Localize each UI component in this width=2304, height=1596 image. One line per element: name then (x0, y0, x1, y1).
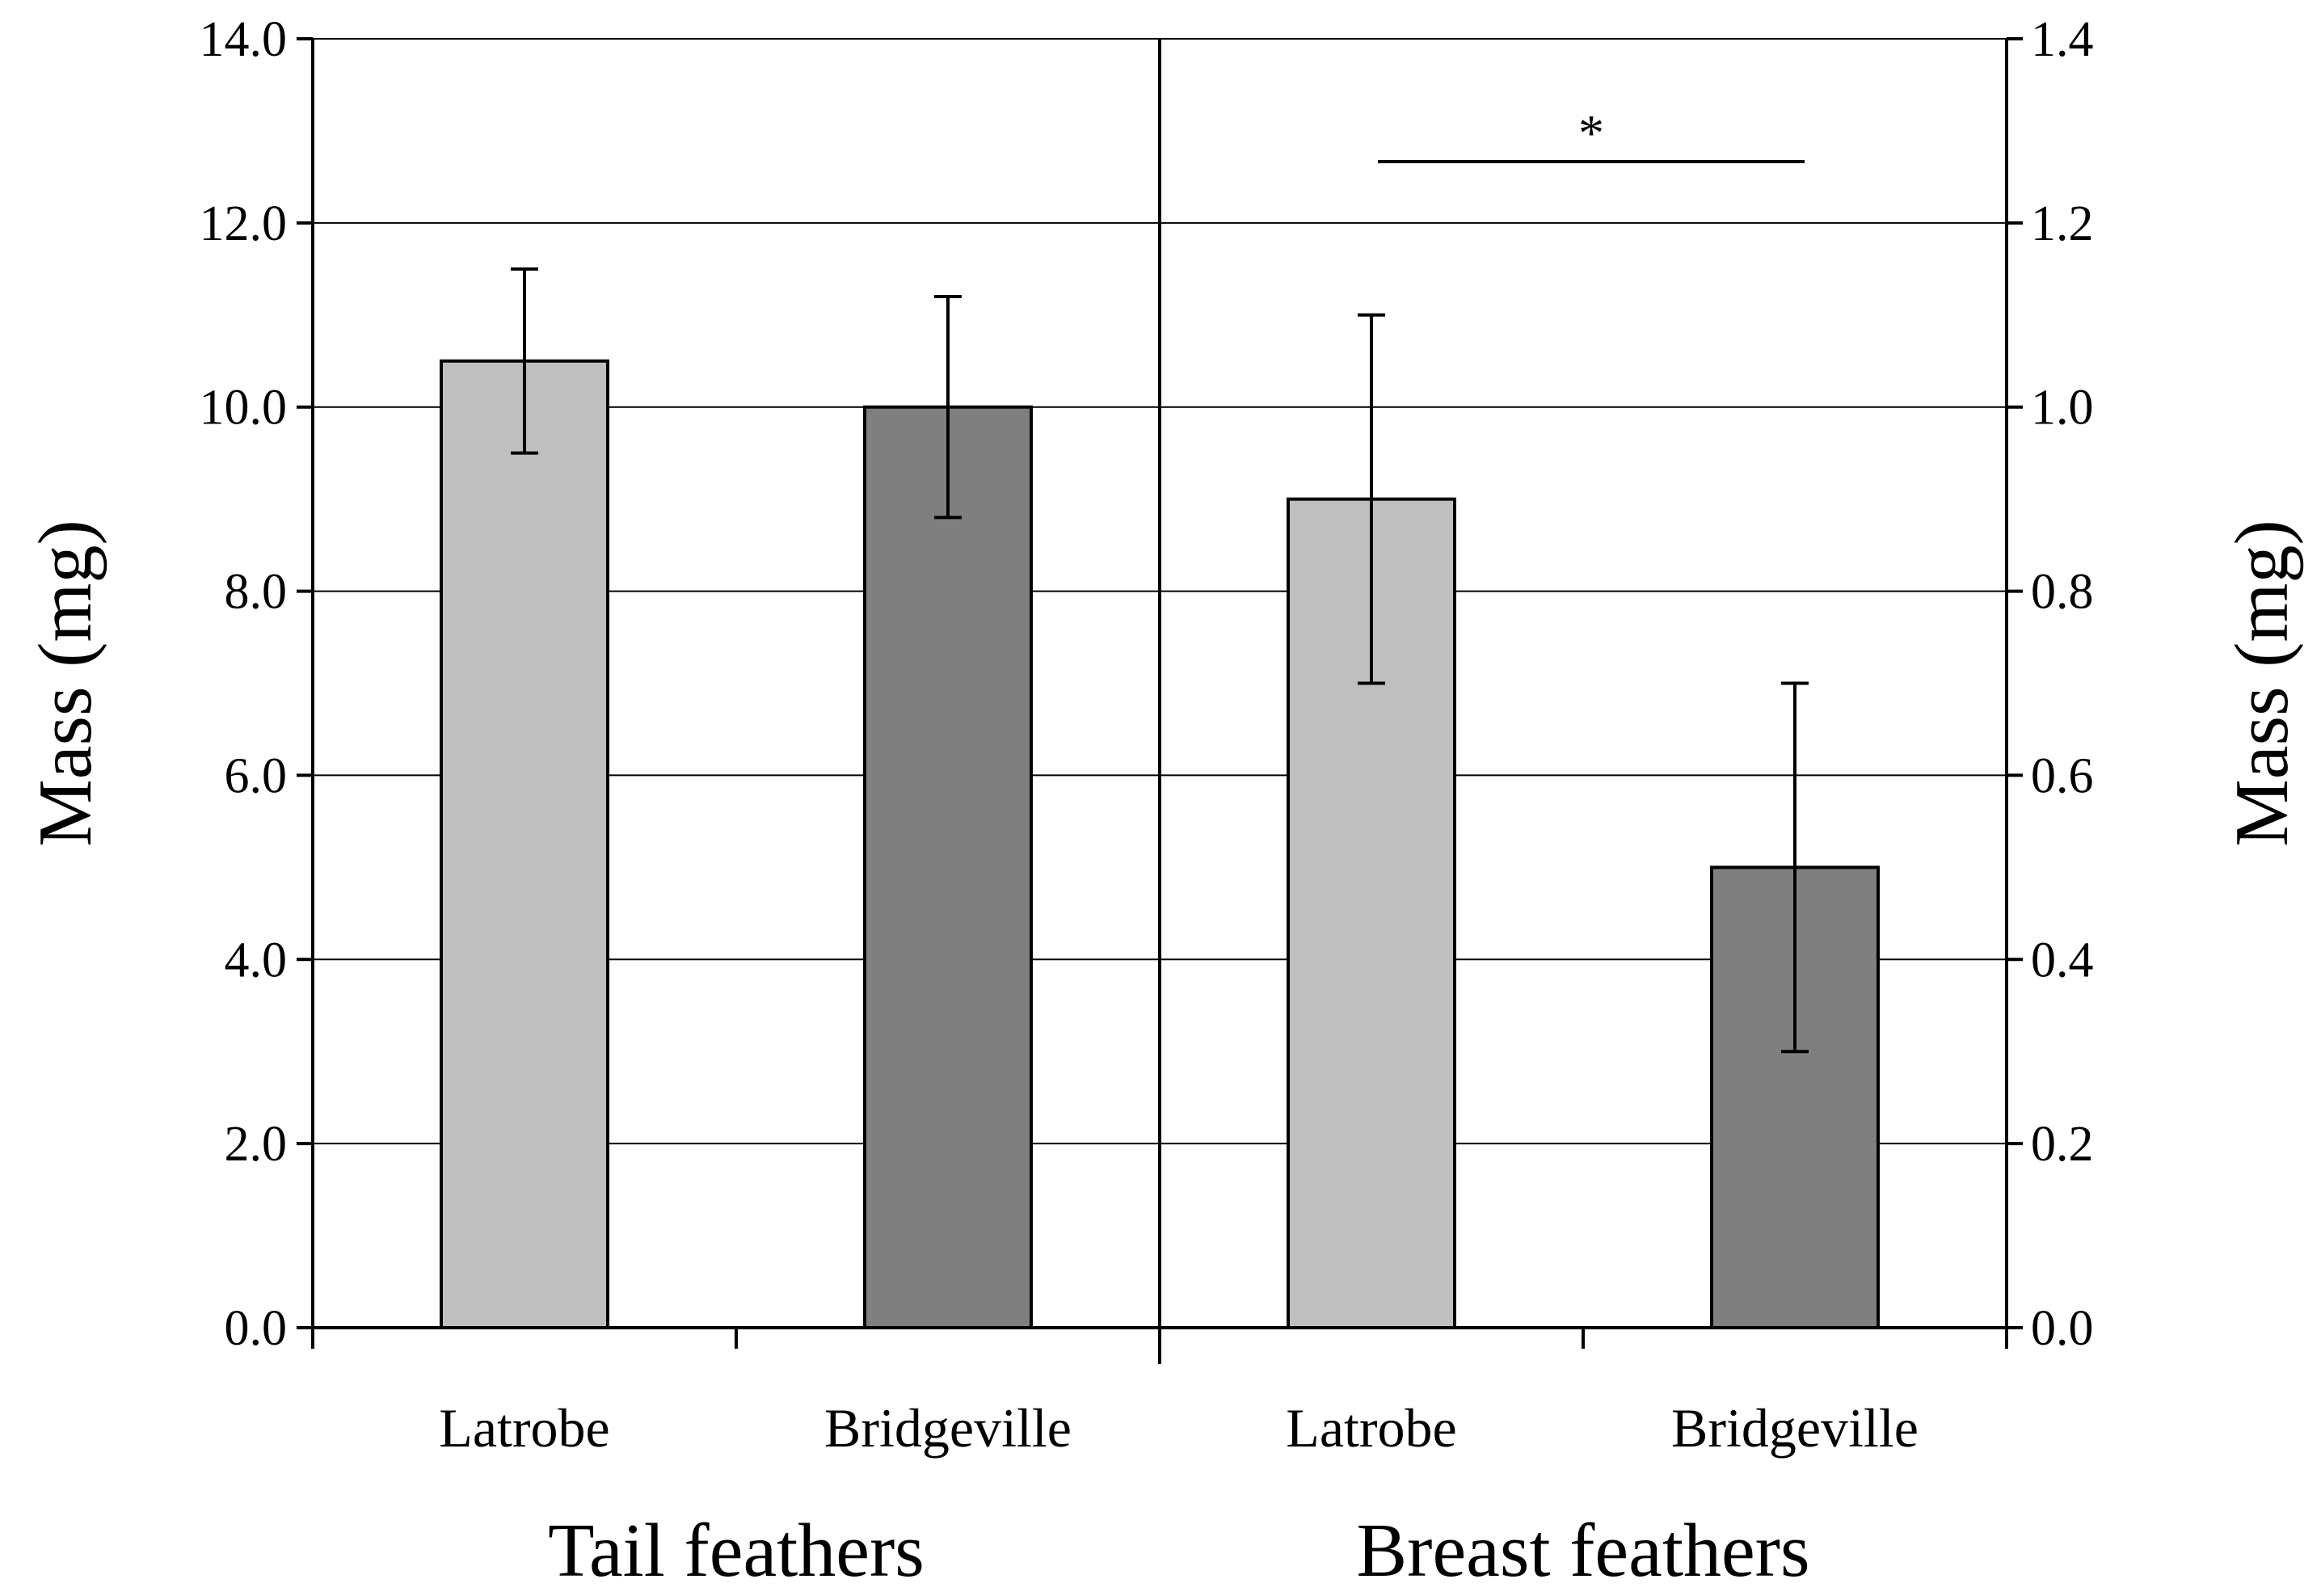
left-y-axis-label: Mass (mg) (23, 520, 107, 847)
left-tick-label: 4.0 (225, 933, 288, 987)
category-label: Bridgeville (824, 1397, 1072, 1459)
right-tick-label: 1.4 (2031, 12, 2094, 67)
right-tick-label: 0.4 (2031, 933, 2094, 987)
right-y-axis-label: Mass (mg) (2220, 520, 2304, 847)
group-label: Breast feathers (1356, 1509, 1809, 1593)
right-tick-label: 0.2 (2031, 1117, 2094, 1172)
significance-marker: * (1578, 104, 1604, 162)
left-tick-label: 12.0 (200, 196, 288, 251)
category-label: Bridgeville (1671, 1397, 1919, 1459)
right-tick-label: 0.0 (2031, 1301, 2094, 1356)
error-bars (511, 160, 1809, 1054)
bar-latrobe (440, 359, 609, 1329)
right-tick-label: 1.0 (2031, 381, 2094, 436)
group-label: Tail feathers (548, 1509, 925, 1593)
left-tick-label: 8.0 (225, 565, 288, 620)
left-tick-label: 6.0 (225, 748, 288, 803)
left-tick-label: 0.0 (225, 1301, 288, 1356)
category-label: Latrobe (1286, 1397, 1456, 1459)
left-tick-label: 2.0 (225, 1117, 288, 1172)
left-tick-label: 10.0 (200, 381, 288, 436)
right-tick-label: 0.8 (2031, 565, 2094, 620)
axes (297, 37, 2023, 1364)
right-tick-label: 0.6 (2031, 748, 2094, 803)
labels: 0.0 2.0 4.0 6.0 8.0 10.0 12.0 14.0 0.0 0.2 0.4 0.6 0… (23, 12, 2304, 1593)
category-label: Latrobe (439, 1397, 609, 1459)
left-tick-label: 14.0 (200, 12, 288, 67)
right-tick-label: 1.2 (2031, 196, 2094, 251)
bars (440, 359, 1880, 1330)
bar-bridgeville (863, 405, 1033, 1330)
